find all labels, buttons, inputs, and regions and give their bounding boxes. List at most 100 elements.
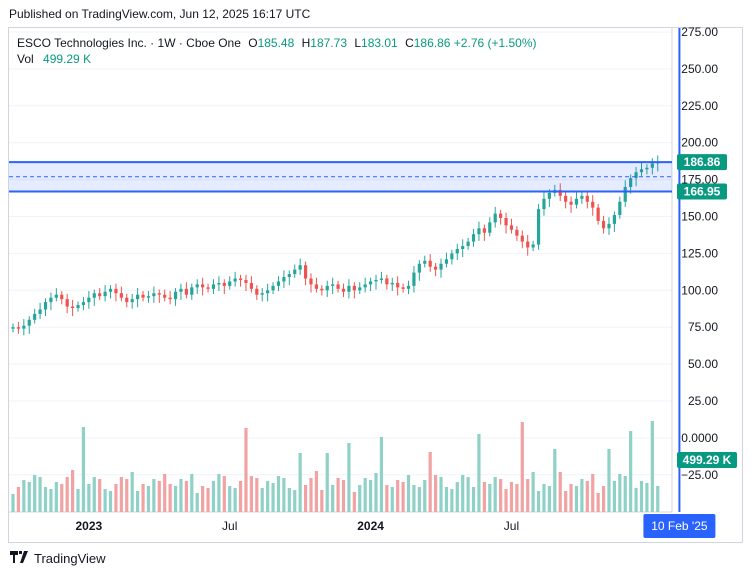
volume-bar — [363, 478, 367, 512]
volume-bar — [439, 477, 443, 512]
candle-body — [455, 248, 459, 254]
volume-bar — [119, 477, 123, 512]
volume-bar — [152, 479, 156, 512]
volume-bar — [574, 486, 579, 512]
candle-body — [179, 288, 183, 292]
volume-bar — [331, 485, 335, 512]
close-label: C — [405, 36, 414, 50]
y-tick-label: 75.00 — [688, 320, 718, 334]
volume-bar — [22, 480, 26, 512]
volume-bar — [282, 478, 286, 512]
volume-bar — [553, 449, 557, 512]
volume-bar — [303, 485, 308, 512]
volume-bar — [266, 481, 270, 512]
volume-bar — [434, 475, 438, 512]
date-tag-label: 10 Feb '25 — [651, 519, 708, 533]
volume-bar — [591, 474, 595, 512]
volume-bar — [450, 489, 454, 512]
candle-body — [260, 293, 264, 295]
volume-bar — [629, 431, 633, 512]
candle-body — [385, 278, 389, 285]
volume-bar — [656, 486, 660, 512]
volume-bar — [43, 487, 48, 512]
volume-bar — [320, 490, 324, 512]
volume-bar — [461, 475, 465, 512]
volume-bar — [639, 481, 644, 512]
volume-bar — [184, 481, 188, 512]
candle-body — [591, 201, 595, 208]
candle-body — [217, 282, 221, 285]
candle-body — [157, 293, 161, 295]
volume-bar — [92, 477, 96, 512]
volume-bar — [325, 453, 329, 512]
y-tick-label: 250.00 — [681, 62, 718, 76]
candle-body — [92, 293, 96, 298]
volume-bar — [650, 421, 654, 512]
volume-bar — [309, 478, 313, 512]
y-tick-label: 150.00 — [681, 210, 718, 224]
candle-body — [114, 288, 118, 294]
candle-body — [108, 288, 113, 292]
footer-brand: TradingView — [10, 551, 106, 566]
chart-frame[interactable] — [8, 27, 743, 543]
candle-body — [255, 288, 259, 295]
chart-legend: ESCO Technologies Inc. · 1W · Cboe One O… — [17, 35, 537, 67]
volume-bar — [531, 472, 535, 512]
candle-body — [580, 195, 584, 199]
candle-body — [439, 263, 443, 270]
candle-body — [173, 291, 178, 300]
legend-volume-row: Vol 499.29 K — [17, 51, 537, 67]
volume-bar — [146, 486, 151, 512]
candle-body — [623, 186, 627, 202]
candle-body — [303, 265, 308, 279]
candle-body — [54, 294, 58, 298]
volume-bar — [536, 491, 541, 512]
candle-body — [412, 272, 416, 286]
volume-bar — [38, 477, 42, 512]
volume-bar — [488, 484, 492, 512]
candle-body — [368, 281, 373, 285]
candle-body — [618, 201, 622, 216]
candle-body — [244, 279, 248, 283]
volume-bar — [49, 489, 53, 512]
volume-bar — [222, 476, 226, 512]
volume-bar — [347, 443, 351, 512]
volume-bar — [54, 482, 58, 512]
volume-bar — [60, 484, 64, 512]
volume-bar — [509, 482, 514, 512]
high-label: H — [301, 36, 311, 50]
volume-bar — [298, 453, 302, 512]
x-tick-label: 2024 — [357, 519, 384, 533]
candle-body — [195, 284, 199, 288]
open-label: O — [248, 36, 258, 50]
candle-body — [612, 215, 617, 224]
volume-bar — [141, 484, 145, 512]
volume-bar — [33, 475, 37, 512]
high-value: 187.73 — [310, 36, 347, 50]
y-tick-label: 125.00 — [681, 246, 718, 260]
candle-body — [266, 290, 270, 294]
candle-body — [201, 284, 205, 288]
volume-bar — [228, 486, 232, 512]
candle-body — [222, 282, 226, 286]
volume-bar — [499, 479, 503, 512]
volume-bar — [190, 474, 194, 512]
price-band — [9, 28, 681, 512]
candle-body — [390, 282, 394, 285]
price-tag — [677, 183, 727, 200]
volume-bar — [276, 476, 281, 512]
published-note: Published on TradingView.com, Jun 12, 20… — [9, 7, 311, 21]
candle-body — [43, 302, 48, 310]
candle-body — [639, 169, 644, 173]
volume-bars — [11, 421, 660, 512]
candle-body — [49, 297, 53, 303]
candle-body — [293, 269, 297, 275]
volume-bar — [341, 480, 346, 512]
candle-body — [271, 285, 275, 291]
volume-bar — [173, 486, 178, 512]
volume-bar — [623, 476, 627, 512]
volume-bar — [520, 422, 524, 512]
candle-body — [233, 278, 237, 282]
candle-body — [228, 281, 232, 286]
